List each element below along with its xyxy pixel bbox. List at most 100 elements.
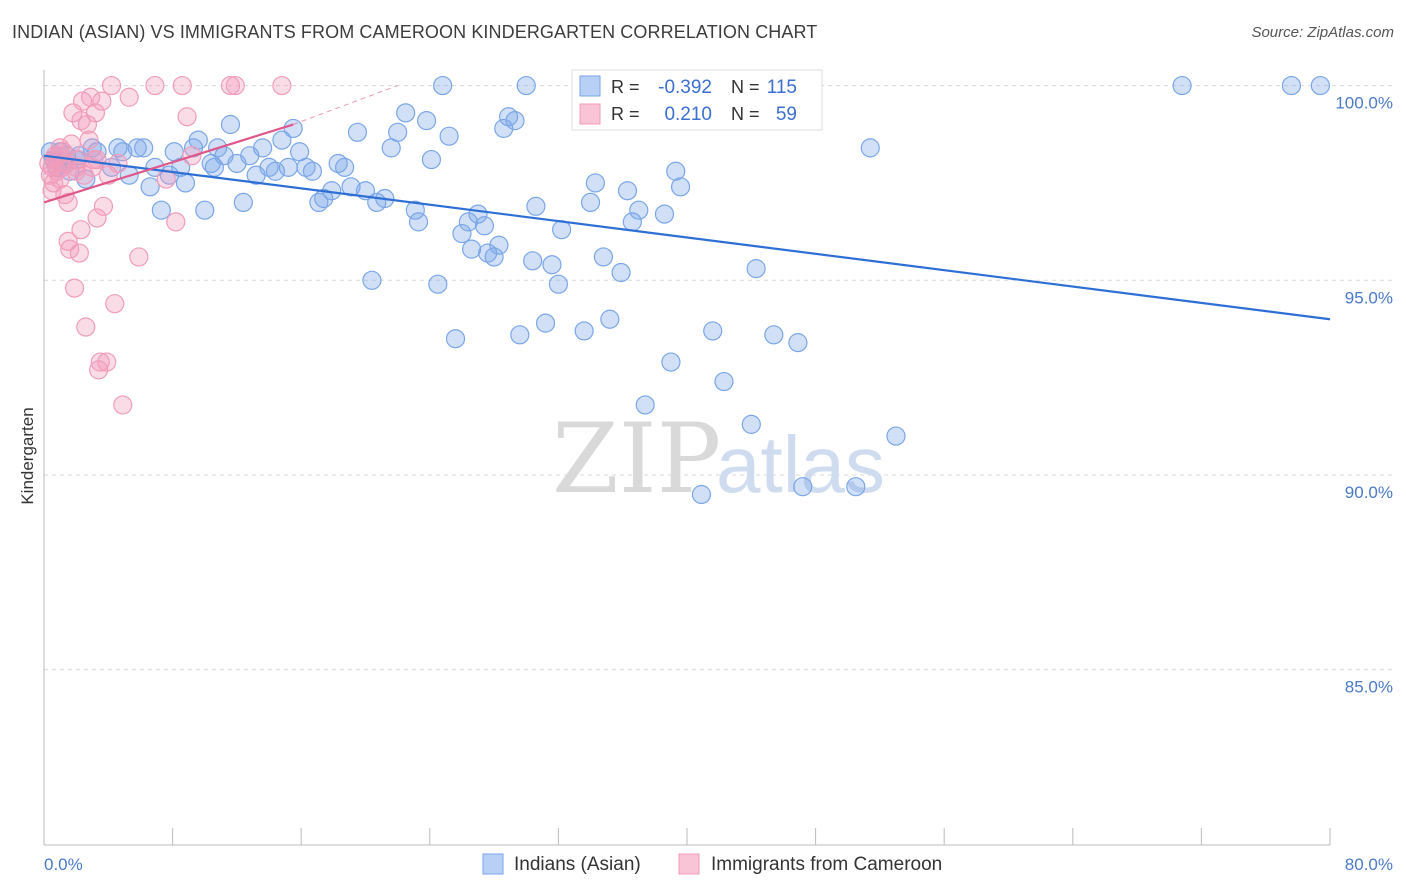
trend-lines	[43, 85, 1331, 321]
stats-n-label-1: N =	[731, 77, 760, 97]
point-indians	[846, 477, 866, 497]
point-indians	[362, 270, 382, 290]
point-indians	[416, 111, 437, 131]
point-indians	[654, 204, 675, 224]
point-indians	[661, 352, 681, 372]
point-cameroon	[87, 149, 107, 170]
point-indians	[580, 192, 601, 213]
point-indians	[175, 173, 196, 193]
point-cameroon	[58, 231, 78, 251]
point-cameroon	[66, 161, 86, 181]
point-cameroon	[220, 75, 241, 96]
point-indians	[1172, 75, 1192, 96]
point-indians	[421, 149, 442, 170]
legend-label-indians: Indians (Asian)	[514, 854, 641, 875]
point-cameroon	[177, 107, 197, 127]
stats-swatch-blue	[579, 75, 601, 97]
point-indians	[635, 395, 655, 415]
point-indians	[494, 118, 514, 139]
point-indians	[593, 247, 614, 267]
point-indians	[140, 177, 160, 197]
point-indians	[452, 223, 472, 244]
point-indians	[347, 122, 368, 142]
point-indians	[548, 274, 569, 294]
point-indians	[484, 247, 504, 267]
point-indians	[388, 122, 408, 142]
point-indians	[278, 157, 298, 177]
point-indians	[445, 329, 466, 349]
point-cameroon	[64, 278, 85, 298]
point-indians	[600, 309, 620, 329]
point-cameroon	[58, 192, 78, 213]
stats-n-value-1: 115	[767, 77, 797, 98]
trend-line-1	[43, 123, 294, 204]
point-indians	[195, 200, 215, 220]
point-indians	[703, 321, 723, 341]
legend: Indians (Asian) Immigrants from Cameroon	[482, 853, 942, 875]
point-indians	[860, 138, 880, 158]
point-cameroon	[76, 317, 96, 337]
legend-label-cameroon: Immigrants from Cameroon	[711, 854, 942, 875]
point-indians	[458, 212, 478, 232]
point-indians	[691, 484, 712, 505]
point-indians	[265, 161, 286, 181]
point-indians	[408, 212, 429, 232]
point-cameroon	[172, 75, 192, 96]
trend-extension-1	[292, 85, 398, 125]
point-cameroon	[129, 247, 149, 267]
stats-n-label-2: N =	[731, 104, 760, 124]
point-indians	[127, 138, 147, 158]
point-indians	[741, 414, 761, 434]
y-tick-label: 95.0%	[1345, 288, 1393, 307]
point-indians	[461, 239, 482, 259]
point-cameroon	[81, 87, 101, 107]
point-indians	[574, 321, 594, 341]
point-cameroon	[119, 87, 139, 107]
point-indians	[523, 251, 543, 271]
point-indians	[272, 130, 292, 150]
series-1	[39, 75, 292, 415]
trend-line-0	[43, 154, 1331, 321]
point-indians	[335, 157, 355, 177]
point-indians	[204, 157, 224, 177]
stats-r-value-2: 0.210	[664, 104, 712, 125]
axes	[43, 70, 1331, 846]
watermark-atlas: atlas	[716, 420, 885, 509]
stats-swatch-pink	[579, 103, 601, 125]
point-indians	[233, 192, 253, 213]
point-indians	[886, 426, 906, 446]
point-indians	[666, 161, 686, 181]
point-indians	[405, 200, 425, 220]
point-indians	[433, 75, 453, 96]
x-tick-label-right: 80.0%	[1345, 855, 1393, 874]
point-indians	[134, 138, 154, 158]
point-indians	[714, 371, 734, 392]
point-indians	[788, 333, 808, 353]
point-indians	[151, 200, 171, 220]
point-cameroon	[79, 130, 99, 150]
point-indians	[220, 114, 241, 135]
point-indians	[746, 259, 766, 279]
y-tick-labels: 100.0% 95.0% 90.0% 85.0%	[1335, 94, 1393, 697]
point-indians	[505, 111, 525, 131]
legend-swatch-cameroon	[678, 853, 700, 875]
point-cameroon	[71, 220, 91, 240]
point-cameroon	[92, 91, 112, 111]
point-indians	[629, 200, 649, 220]
stats-r-label-2: R =	[611, 104, 640, 124]
point-cameroon	[60, 239, 80, 259]
point-indians	[617, 181, 638, 201]
point-cameroon	[145, 75, 165, 96]
point-indians	[611, 262, 631, 283]
point-indians	[489, 235, 509, 255]
point-indians	[542, 255, 562, 275]
stats-r-value-1: -0.392	[658, 77, 712, 98]
y-tick-label: 100.0%	[1335, 94, 1393, 113]
point-indians	[516, 75, 536, 96]
point-cameroon	[166, 212, 186, 232]
point-cameroon	[69, 243, 89, 263]
point-indians	[526, 196, 546, 216]
point-indians	[314, 188, 334, 209]
y-tick-label: 85.0%	[1345, 678, 1393, 697]
point-cameroon	[87, 208, 107, 228]
